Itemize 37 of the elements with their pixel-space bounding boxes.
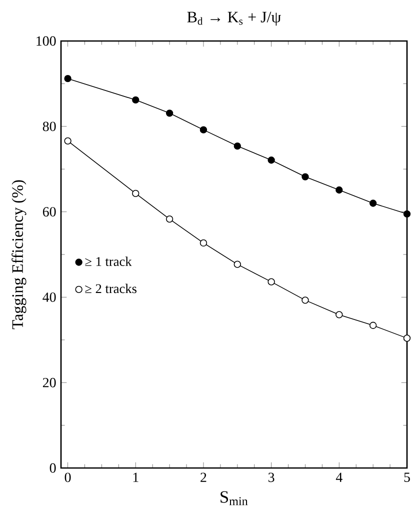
point <box>234 260 241 268</box>
y-tick-label: 0 <box>50 463 56 473</box>
point <box>200 126 208 134</box>
point <box>234 142 241 150</box>
point <box>302 173 309 180</box>
y-tick-label: 40 <box>42 292 56 302</box>
point <box>132 190 140 198</box>
point <box>268 278 275 286</box>
point <box>64 74 72 82</box>
point <box>336 186 343 194</box>
chart-title: B$_{d}$ → K$_{s}$ + J/ψ <box>187 12 281 26</box>
y-tick-label: 80 <box>42 122 56 132</box>
x-tick-label: 0 <box>64 472 71 482</box>
point <box>268 156 275 164</box>
point <box>302 296 309 304</box>
legend-label: ≥ 1 track <box>85 256 132 266</box>
x-tick-label: 2 <box>200 472 206 482</box>
point <box>166 215 174 223</box>
x-tick-label: 5 <box>404 472 410 482</box>
point <box>336 311 343 318</box>
point <box>132 96 140 104</box>
point <box>64 137 72 144</box>
x-tick-label: 3 <box>268 472 274 482</box>
y-axis-title: Tagging Efficiency (%) <box>12 180 26 330</box>
y-tick-label: 20 <box>42 378 56 388</box>
point <box>403 334 411 342</box>
point <box>166 110 174 117</box>
x-tick-label: 4 <box>336 472 342 482</box>
x-tick-label: 1 <box>133 472 138 482</box>
point <box>369 200 377 207</box>
y-tick-label: 60 <box>42 207 56 217</box>
point <box>403 210 411 218</box>
legend-label: ≥ 2 tracks <box>85 284 136 294</box>
y-tick-label: 100 <box>36 36 56 46</box>
x-axis-title: S$_{min}$ <box>220 491 248 506</box>
point <box>200 239 208 247</box>
point <box>369 322 377 329</box>
